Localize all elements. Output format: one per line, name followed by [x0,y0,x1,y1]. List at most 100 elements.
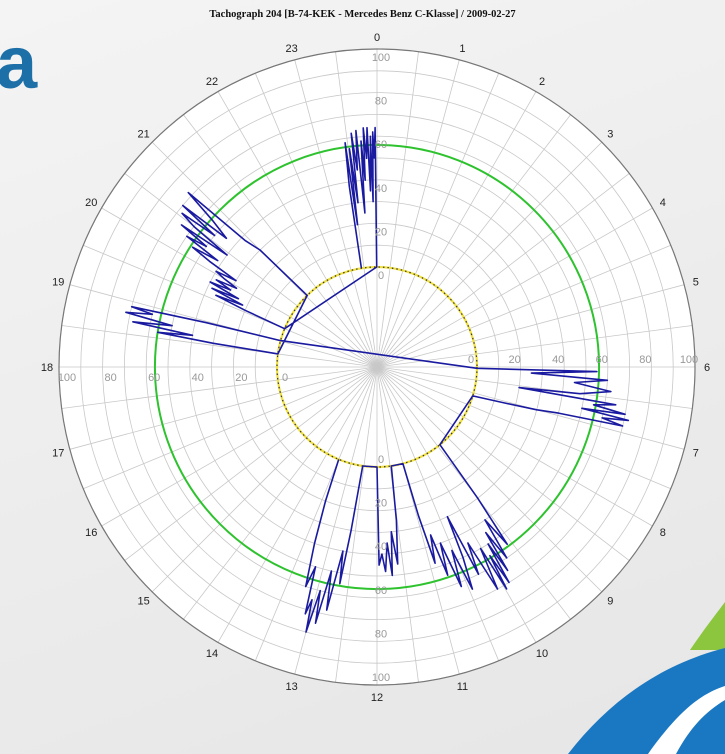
radial-tick-label: 80 [104,372,116,384]
reference-circle [153,143,601,591]
angular-tick-label: 3 [607,129,613,141]
radial-tick-label: 60 [375,585,387,597]
inner-circle-dash [276,266,478,468]
grid-ring [145,135,609,599]
grid-spoke [376,114,571,368]
angular-tick-label: 14 [206,648,218,660]
angular-tick-label: 15 [138,595,150,607]
radial-tick-label: 100 [58,372,76,384]
grid-ring [123,113,631,621]
radial-tick-label: 0 [378,270,384,282]
angular-tick-label: 17 [52,447,64,459]
grid-ring [102,92,652,642]
angular-tick-label: 11 [457,681,468,693]
angular-tick-label: 8 [660,527,666,539]
grid-spoke [376,73,500,368]
radial-tick-label: 100 [680,354,698,366]
grid-spoke [294,59,378,368]
radial-tick-label: 0 [282,372,288,384]
grid-spoke [376,59,460,368]
angular-tick-label: 5 [693,277,699,289]
radial-tick-label: 20 [375,498,387,510]
radial-tick-label: 0 [378,454,384,466]
grid-spoke [376,325,693,368]
angular-tick-label: 20 [85,197,97,209]
grid-spoke [69,366,378,450]
angular-tick-label: 13 [285,681,297,693]
grid-spoke [254,366,378,661]
grid-spoke [376,366,537,643]
grid-ring [211,201,543,533]
series-line-0 [125,126,630,633]
grid-spoke [217,366,378,643]
radial-tick-label: 20 [508,354,520,366]
angular-tick-label: 18 [41,362,53,374]
radial-tick-label: 0 [468,354,474,366]
grid-spoke [376,366,500,661]
radial-tick-labels: 0 0 0 0 20 20 20 20 40 40 40 40 60 60 60 60 80 80 80 80 100 1… [58,52,698,684]
grid-spoke [61,325,378,368]
grid-spoke [61,366,378,409]
grid-ring [167,157,587,577]
radial-tick-label: 40 [192,372,204,384]
radial-tick-label: 100 [372,52,390,64]
angular-tick-label: 23 [285,43,297,55]
radial-tick-label: 60 [148,372,160,384]
grid-spoke [376,141,603,368]
angular-tick-label: 22 [206,76,218,88]
grid-ring [80,70,674,664]
grid-spoke [376,366,693,409]
angular-tick-label: 12 [371,692,383,704]
grid-spoke [376,366,603,593]
angular-tick-label: 10 [536,648,548,660]
grid-spoke [376,244,671,368]
grid-spoke [254,73,378,368]
grid-spoke [376,366,419,683]
angular-tick-label: 6 [704,362,710,374]
angular-tick-label: 9 [607,595,613,607]
grid [58,48,696,686]
radial-tick-label: 60 [596,354,608,366]
grid-spoke [376,51,419,368]
angular-tick-label: 19 [52,277,64,289]
grid-spoke [124,366,378,561]
swoosh-green [690,602,725,650]
grid-spoke [124,173,378,368]
grid-spoke [69,284,378,368]
radial-tick-label: 40 [375,541,387,553]
angular-tick-label: 21 [138,129,150,141]
grid-spoke [183,366,378,620]
grid-spoke [376,366,630,561]
radial-tick-label: 20 [235,372,247,384]
grid-ring [189,179,565,555]
grid-spoke [151,366,378,593]
grid-spoke [376,91,537,368]
angular-tick-label: 4 [660,197,666,209]
angular-tick-label: 7 [693,447,699,459]
radial-tick-label: 20 [375,226,387,238]
grid-spoke [376,366,671,490]
grid-spoke [376,366,653,527]
logo-fragment: a [0,21,37,104]
grid-spoke [376,284,685,368]
grid-spoke [376,366,460,675]
chart-title: Tachograph 204 [B-74-KEK - Mercedes Benz… [209,9,516,20]
grid-spoke [335,366,378,683]
grid-spoke [83,366,378,490]
radial-tick-label: 80 [639,354,651,366]
grid-spoke [101,207,378,368]
outer-ring [58,48,696,686]
radial-tick-label: 40 [375,183,387,195]
angular-tick-label: 16 [85,527,97,539]
angular-tick-label: 2 [539,76,545,88]
grid-spoke [376,173,630,368]
angular-tick-label: 1 [459,43,465,55]
grid-spoke [217,91,378,368]
grid-spoke [101,366,378,527]
radial-tick-label: 60 [375,139,387,151]
radial-tick-label: 80 [375,96,387,108]
angular-tick-label: 0 [374,32,380,44]
